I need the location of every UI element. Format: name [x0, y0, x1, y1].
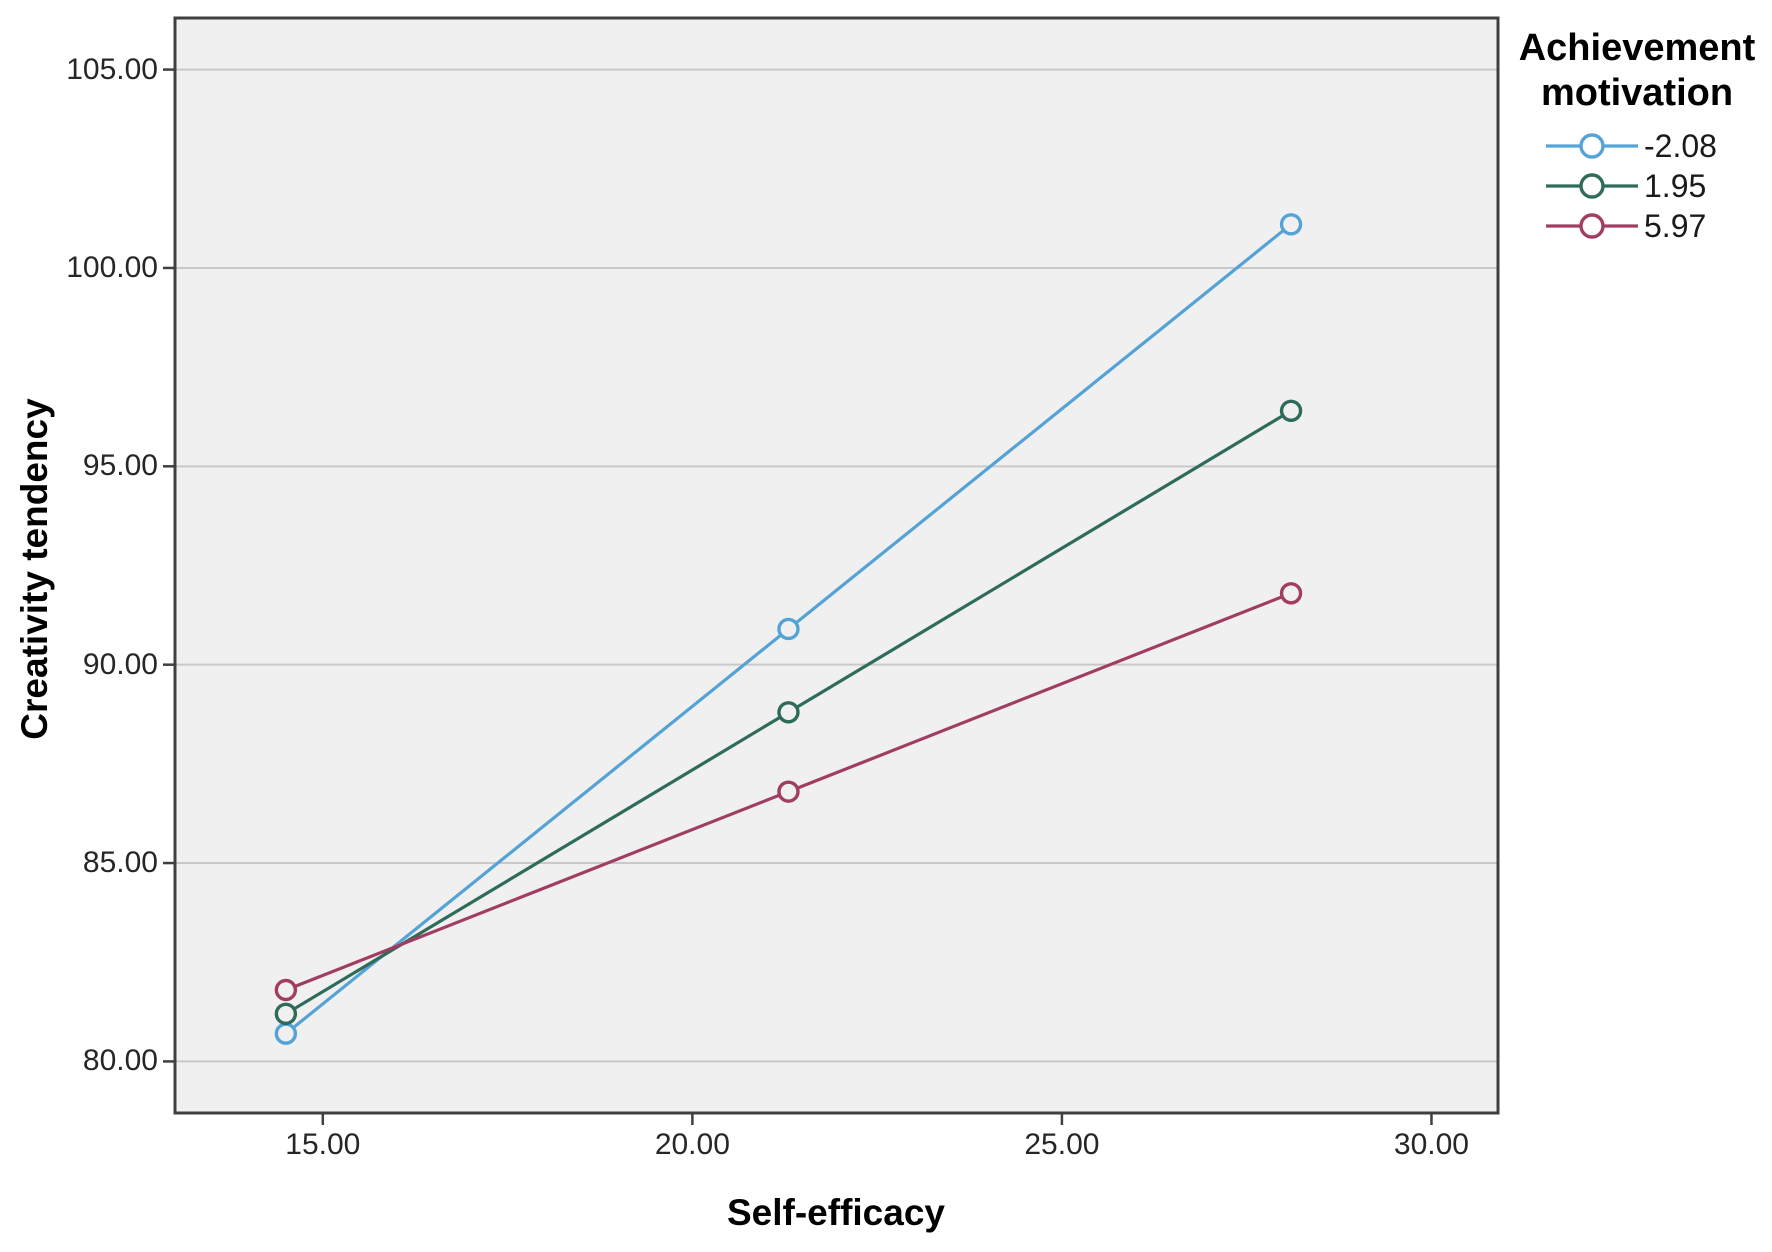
legend-swatch-icon	[1546, 133, 1638, 159]
plot-area	[175, 18, 1498, 1113]
y-tick-label: 80.00	[82, 1044, 158, 1078]
legend-item-label: 5.97	[1644, 207, 1707, 244]
data-point-marker	[274, 1002, 298, 1026]
y-tick-label: 95.00	[82, 449, 158, 483]
x-tick-label: 20.00	[654, 1128, 730, 1161]
plot-border	[173, 16, 1500, 1115]
legend-item-label: 1.95	[1644, 167, 1707, 204]
legend-swatch-icon	[1546, 213, 1638, 239]
legend: Achievement motivation -2.08 1.95 5.97	[1502, 26, 1772, 246]
data-point-marker	[274, 978, 298, 1002]
data-point-marker	[777, 617, 800, 641]
x-axis-title: Self-efficacy	[727, 1192, 945, 1233]
y-axis-title: Creativity tendency	[14, 398, 55, 740]
legend-item-5.97: 5.97	[1544, 206, 1772, 246]
legend-item--2.08: -2.08	[1544, 126, 1772, 166]
data-point-marker	[777, 701, 800, 724]
x-tick-label: 30.00	[1393, 1128, 1469, 1161]
legend-title: Achievement motivation	[1518, 27, 1756, 114]
legend-item-label: -2.08	[1644, 127, 1717, 164]
data-point-marker	[1279, 399, 1303, 422]
data-point-marker	[1279, 582, 1303, 605]
legend-item-1.95: 1.95	[1544, 166, 1772, 206]
y-tick-label: 100.00	[66, 250, 158, 284]
x-tick-label: 25.00	[1024, 1128, 1100, 1161]
data-point-marker	[777, 780, 800, 803]
y-tick-label: 85.00	[82, 846, 158, 880]
x-tick-label: 15.00	[285, 1128, 361, 1161]
y-tick-label: 90.00	[82, 647, 158, 681]
legend-items: -2.08 1.95 5.97	[1502, 126, 1772, 246]
data-point-marker	[274, 1022, 298, 1045]
data-point-marker	[1279, 213, 1303, 236]
y-tick-label: 105.00	[66, 52, 158, 86]
legend-swatch-icon	[1546, 173, 1638, 199]
